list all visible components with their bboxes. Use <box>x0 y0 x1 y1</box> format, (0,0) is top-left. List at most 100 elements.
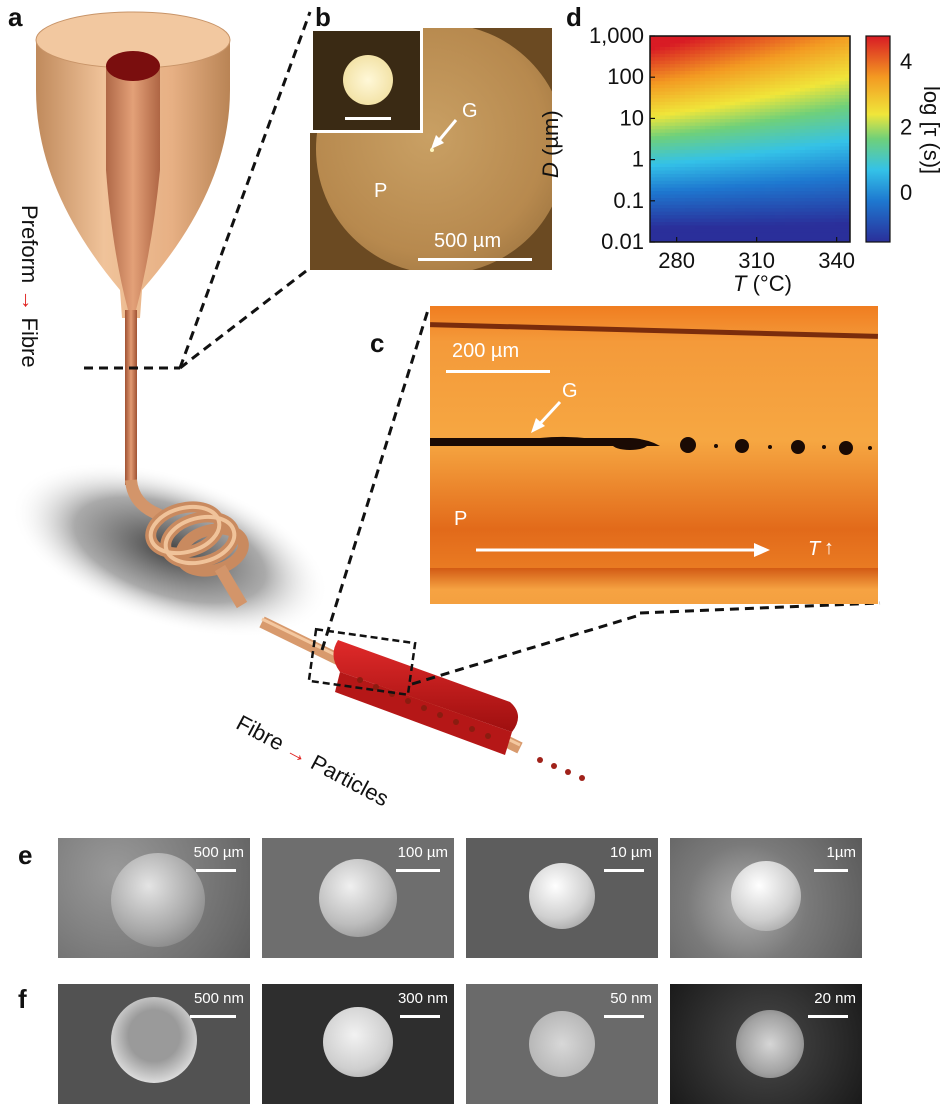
heatmap-cell <box>795 128 801 133</box>
heatmap-cell <box>695 87 701 92</box>
heatmap-cell <box>835 94 841 99</box>
heatmap-cell <box>680 180 686 185</box>
heatmap-cell <box>765 231 771 236</box>
heatmap-cell <box>680 200 686 205</box>
heatmap-cell <box>760 39 766 44</box>
heatmap-cell <box>750 180 756 185</box>
heatmap-cell <box>750 60 756 65</box>
heatmap-cell <box>845 231 850 236</box>
heatmap-cell <box>655 217 661 222</box>
heatmap-cell <box>680 53 686 58</box>
heatmap-cell <box>675 166 681 171</box>
heatmap-cell <box>715 193 721 198</box>
heatmap-cell <box>730 114 736 119</box>
heatmap-cell <box>735 231 741 236</box>
heatmap-cell <box>835 46 841 51</box>
heatmap-cell <box>655 49 661 54</box>
heatmap-cell <box>655 169 661 174</box>
heatmap-cell <box>845 204 850 209</box>
heatmap-cell <box>785 87 791 92</box>
heatmap-cell <box>745 139 751 144</box>
heatmap-cell <box>770 214 776 219</box>
heatmap-cell <box>780 101 786 106</box>
y-tick-label: 100 <box>607 64 644 89</box>
heatmap-cell <box>690 114 696 119</box>
heatmap-cell <box>820 121 826 126</box>
heatmap-cell <box>815 211 821 216</box>
heatmap-cell <box>700 77 706 82</box>
heatmap-cell <box>660 70 666 75</box>
heatmap-cell <box>655 87 661 92</box>
heatmap-cell <box>790 139 796 144</box>
heatmap-cell <box>705 66 711 71</box>
heatmap-cell <box>715 231 721 236</box>
heatmap-cell <box>650 80 656 85</box>
heatmap-cell <box>830 176 836 181</box>
heatmap-cell <box>795 207 801 212</box>
heatmap-cell <box>665 204 671 209</box>
heatmap-cell <box>775 56 781 61</box>
heatmap-cell <box>840 156 846 161</box>
heatmap-cell <box>690 180 696 185</box>
heatmap-cell <box>665 166 671 171</box>
heatmap-cell <box>665 121 671 126</box>
heatmap-cell <box>800 235 806 240</box>
heatmap-cell <box>685 111 691 116</box>
heatmap-cell <box>670 80 676 85</box>
heatmap-cell <box>740 217 746 222</box>
heatmap-cell <box>735 235 741 240</box>
heatmap-cell <box>725 169 731 174</box>
heatmap-cell <box>755 231 761 236</box>
heatmap-cell <box>660 187 666 192</box>
heatmap-cell <box>650 145 656 150</box>
heatmap-cell <box>810 94 816 99</box>
heatmap-cell <box>695 180 701 185</box>
heatmap-cell <box>775 108 781 113</box>
heatmap-cell <box>835 152 841 157</box>
inset-scale-bar <box>345 117 391 120</box>
heatmap-cell <box>735 142 741 147</box>
heatmap-cell <box>670 204 676 209</box>
heatmap-cell <box>670 73 676 78</box>
heatmap-cell <box>825 156 831 161</box>
heatmap-cell <box>710 169 716 174</box>
scale-bar <box>190 1015 236 1018</box>
heatmap-cell <box>670 142 676 147</box>
heatmap-cell <box>655 111 661 116</box>
heatmap-cell <box>810 118 816 123</box>
heatmap-cell <box>835 235 841 240</box>
heatmap-cell <box>690 84 696 89</box>
heatmap-cell <box>715 128 721 133</box>
heatmap-cell <box>825 193 831 198</box>
heatmap-cell <box>750 217 756 222</box>
heatmap-cell <box>795 190 801 195</box>
heatmap-cell <box>785 90 791 95</box>
heatmap-cell <box>760 217 766 222</box>
heatmap-cell <box>695 111 701 116</box>
heatmap-cell <box>790 108 796 113</box>
heatmap-cell <box>810 114 816 119</box>
heatmap-cell <box>660 60 666 65</box>
heatmap-cell <box>765 145 771 150</box>
heatmap-cell <box>840 87 846 92</box>
heatmap-cell <box>830 94 836 99</box>
heatmap-cell <box>825 97 831 102</box>
heatmap-cell <box>755 128 761 133</box>
heatmap-cell <box>695 97 701 102</box>
heatmap-cell <box>760 159 766 164</box>
heatmap-cell <box>685 176 691 181</box>
heatmap-cell <box>840 108 846 113</box>
heatmap-cell <box>735 211 741 216</box>
heatmap-cell <box>705 114 711 119</box>
heatmap-cell <box>685 128 691 133</box>
heatmap-cell <box>665 80 671 85</box>
heatmap-cell <box>735 53 741 58</box>
heatmap-cell <box>795 73 801 78</box>
heatmap-cell <box>675 200 681 205</box>
heatmap-cell <box>735 214 741 219</box>
heatmap-cell <box>770 169 776 174</box>
heatmap-cell <box>675 238 681 242</box>
heatmap-cell <box>830 132 836 137</box>
heatmap-cell <box>715 108 721 113</box>
heatmap-cell <box>830 135 836 140</box>
